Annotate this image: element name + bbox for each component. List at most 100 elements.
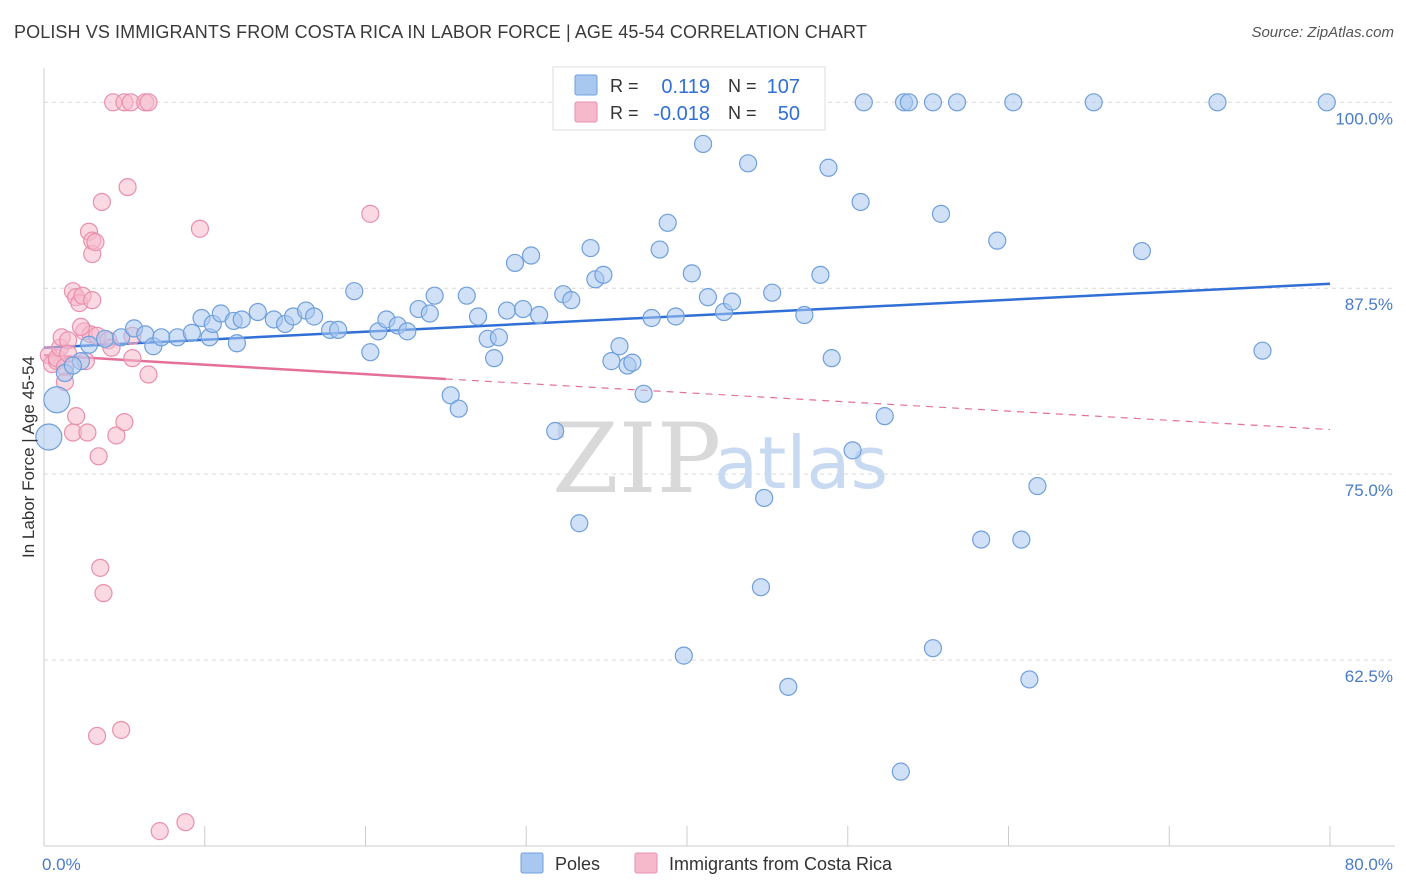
poles-point xyxy=(523,247,540,264)
poles-point xyxy=(659,214,676,231)
costa-rica-point xyxy=(72,318,89,335)
poles-point xyxy=(571,515,588,532)
poles-point xyxy=(563,292,580,309)
poles-point xyxy=(900,94,917,111)
watermark-zip: ZIP xyxy=(552,403,721,515)
poles-point xyxy=(932,205,949,222)
poles-point xyxy=(183,324,200,341)
poles-point xyxy=(651,241,668,258)
poles-point xyxy=(823,350,840,367)
poles-swatch xyxy=(575,75,597,95)
costa-rica-point xyxy=(140,366,157,383)
y-tick-label: 62.5% xyxy=(1345,667,1393,686)
series-legend: Poles Immigrants from Costa Rica xyxy=(521,853,893,874)
poles-point xyxy=(643,309,660,326)
poles-point xyxy=(924,640,941,657)
costa-rica-points xyxy=(40,94,379,840)
costa-rica-point xyxy=(113,721,130,738)
poles-point xyxy=(346,283,363,300)
poles-point xyxy=(249,304,266,321)
poles-n-label: N = xyxy=(728,76,757,96)
costa-rica-n-value: 50 xyxy=(778,103,800,125)
poles-point xyxy=(611,338,628,355)
poles-point xyxy=(740,155,757,172)
poles-r-label: R = xyxy=(610,76,639,96)
y-tick-label: 87.5% xyxy=(1345,295,1393,314)
costa-rica-point xyxy=(93,193,110,210)
poles-r-value: 0.119 xyxy=(661,76,710,98)
poles-point xyxy=(486,350,503,367)
costa-rica-point xyxy=(151,823,168,840)
poles-point xyxy=(81,336,98,353)
poles-point xyxy=(796,307,813,324)
costa-rica-point xyxy=(124,350,141,367)
costa-rica-point xyxy=(362,205,379,222)
poles-point xyxy=(64,357,81,374)
poles-point xyxy=(989,232,1006,249)
grid-layer xyxy=(44,102,1395,660)
poles-point xyxy=(36,424,62,450)
poles-point xyxy=(812,266,829,283)
y-axis-title: In Labor Force | Age 45-54 xyxy=(19,356,38,558)
costa-rica-point xyxy=(89,727,106,744)
poles-point xyxy=(458,287,475,304)
costa-rica-point xyxy=(68,408,85,425)
poles-point xyxy=(470,308,487,325)
legend-costa-rica-swatch xyxy=(635,853,657,873)
poles-point xyxy=(506,254,523,271)
poles-point xyxy=(547,423,564,440)
poles-point xyxy=(1209,94,1226,111)
y-tick-label: 75.0% xyxy=(1345,481,1393,500)
poles-point xyxy=(675,647,692,664)
poles-point xyxy=(490,329,507,346)
poles-point xyxy=(683,265,700,282)
poles-point xyxy=(228,335,245,352)
poles-point xyxy=(1013,531,1030,548)
poles-point xyxy=(426,287,443,304)
poles-point xyxy=(1021,671,1038,688)
poles-point xyxy=(1029,478,1046,495)
legend-poles-swatch xyxy=(521,853,543,873)
poles-point xyxy=(362,344,379,361)
poles-point xyxy=(1005,94,1022,111)
poles-point xyxy=(892,763,909,780)
poles-point xyxy=(421,305,438,322)
poles-point xyxy=(595,266,612,283)
poles-point xyxy=(582,240,599,257)
poles-n-value: 107 xyxy=(767,76,800,98)
poles-point xyxy=(306,308,323,325)
costa-rica-point xyxy=(177,814,194,831)
poles-point xyxy=(695,135,712,152)
poles-point xyxy=(603,353,620,370)
poles-point xyxy=(667,308,684,325)
costa-rica-trend-line xyxy=(44,355,446,379)
costa-rica-r-label: R = xyxy=(610,103,639,123)
poles-point xyxy=(399,323,416,340)
costa-rica-point xyxy=(191,220,208,237)
poles-point xyxy=(924,94,941,111)
poles-point xyxy=(844,442,861,459)
poles-point xyxy=(1254,342,1271,359)
costa-rica-point xyxy=(119,179,136,196)
x-tick-label: 80.0% xyxy=(1345,855,1393,874)
poles-point xyxy=(876,408,893,425)
poles-point xyxy=(153,329,170,346)
poles-point xyxy=(330,321,347,338)
y-tick-label: 100.0% xyxy=(1335,109,1393,128)
legend-poles-label: Poles xyxy=(555,854,600,874)
poles-point xyxy=(852,193,869,210)
stats-legend: R = 0.119 N = 107 R = -0.018 N = 50 xyxy=(553,67,825,130)
poles-point xyxy=(780,678,797,695)
costa-rica-point xyxy=(84,292,101,309)
costa-rica-swatch xyxy=(575,102,597,122)
watermark-atlas: atlas xyxy=(714,421,888,505)
poles-point xyxy=(531,307,548,324)
costa-rica-point xyxy=(116,414,133,431)
poles-point xyxy=(624,354,641,371)
costa-rica-point xyxy=(95,585,112,602)
poles-point xyxy=(97,330,114,347)
poles-point xyxy=(1318,94,1335,111)
poles-point xyxy=(699,289,716,306)
poles-point xyxy=(233,311,250,328)
costa-rica-point xyxy=(90,448,107,465)
